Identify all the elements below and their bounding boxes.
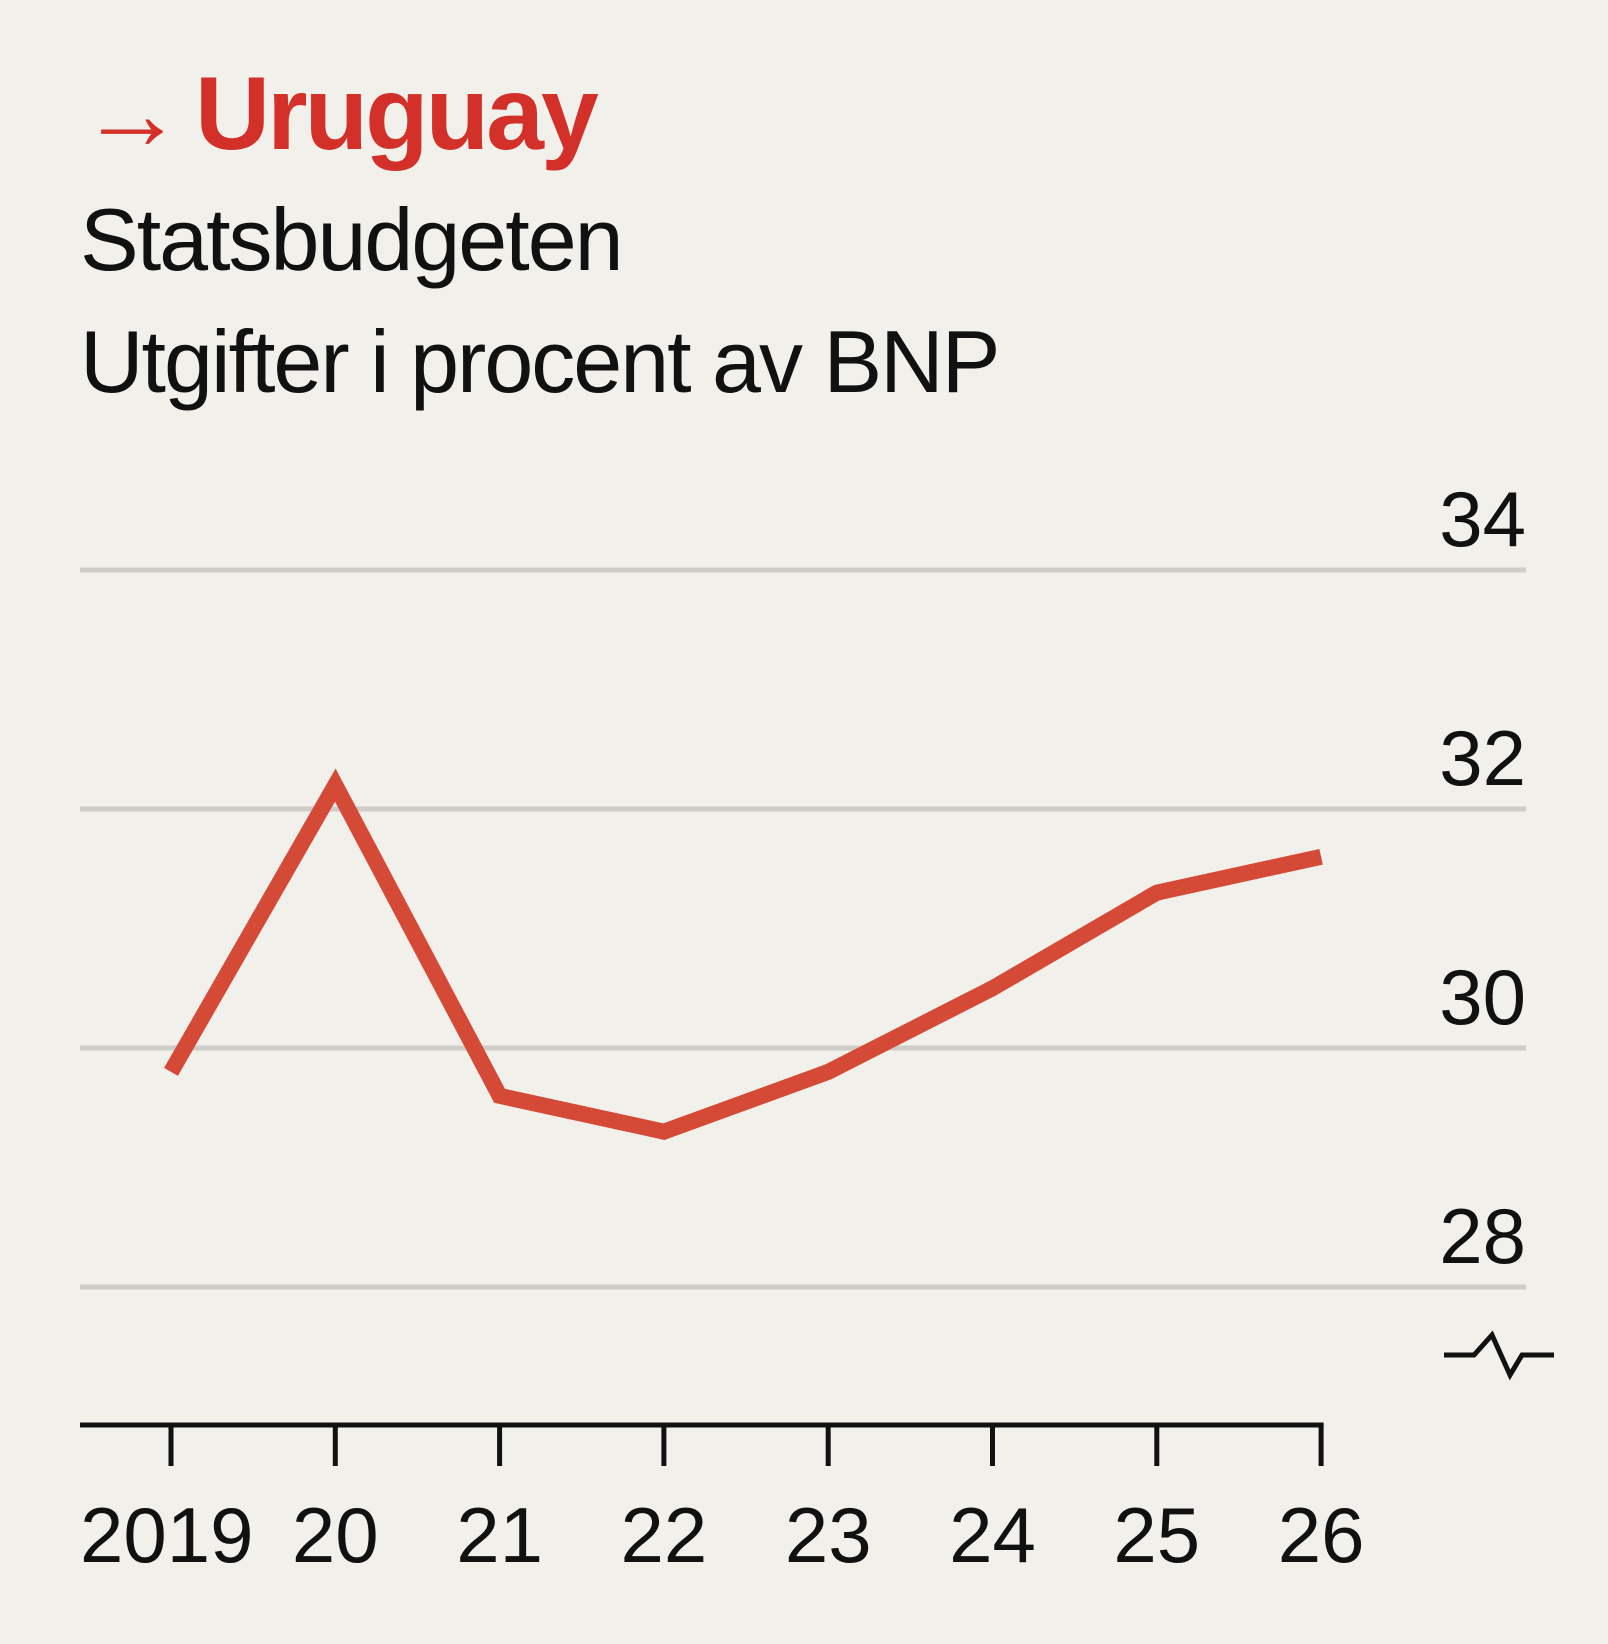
chart-subtitle: Utgifter i procent av BNP [80, 312, 1000, 411]
x-tick-label: 2019 [80, 1491, 254, 1579]
chart-title: Statsbudgeten [80, 190, 624, 289]
y-tick-labels: 28 30 32 34 [1439, 475, 1526, 1280]
x-tick-label: 23 [785, 1491, 872, 1579]
x-tick-label: 21 [456, 1491, 543, 1579]
x-tick-label: 24 [949, 1491, 1036, 1579]
chart-kicker: → Uruguay [80, 56, 599, 172]
y-tick-label: 28 [1439, 1192, 1526, 1280]
series-lines [164, 768, 1323, 1140]
y-tick-label: 30 [1439, 953, 1526, 1041]
y-tick-label: 34 [1439, 475, 1526, 563]
y-tick-label: 32 [1439, 714, 1526, 802]
grid-lines [80, 567, 1526, 1290]
series-line-uruguay [164, 768, 1323, 1140]
country-label: Uruguay [195, 56, 599, 172]
arrow-right-icon: → [80, 56, 184, 172]
x-tick-label: 25 [1113, 1491, 1200, 1579]
x-tick-label: 26 [1278, 1491, 1365, 1579]
x-tick-label: 22 [621, 1491, 708, 1579]
x-tick-labels: 2019 20 21 22 23 24 25 26 [80, 1491, 1364, 1579]
axis-break-icon [1444, 1330, 1554, 1381]
x-axis [80, 1422, 1324, 1466]
x-tick-label: 20 [292, 1491, 379, 1579]
